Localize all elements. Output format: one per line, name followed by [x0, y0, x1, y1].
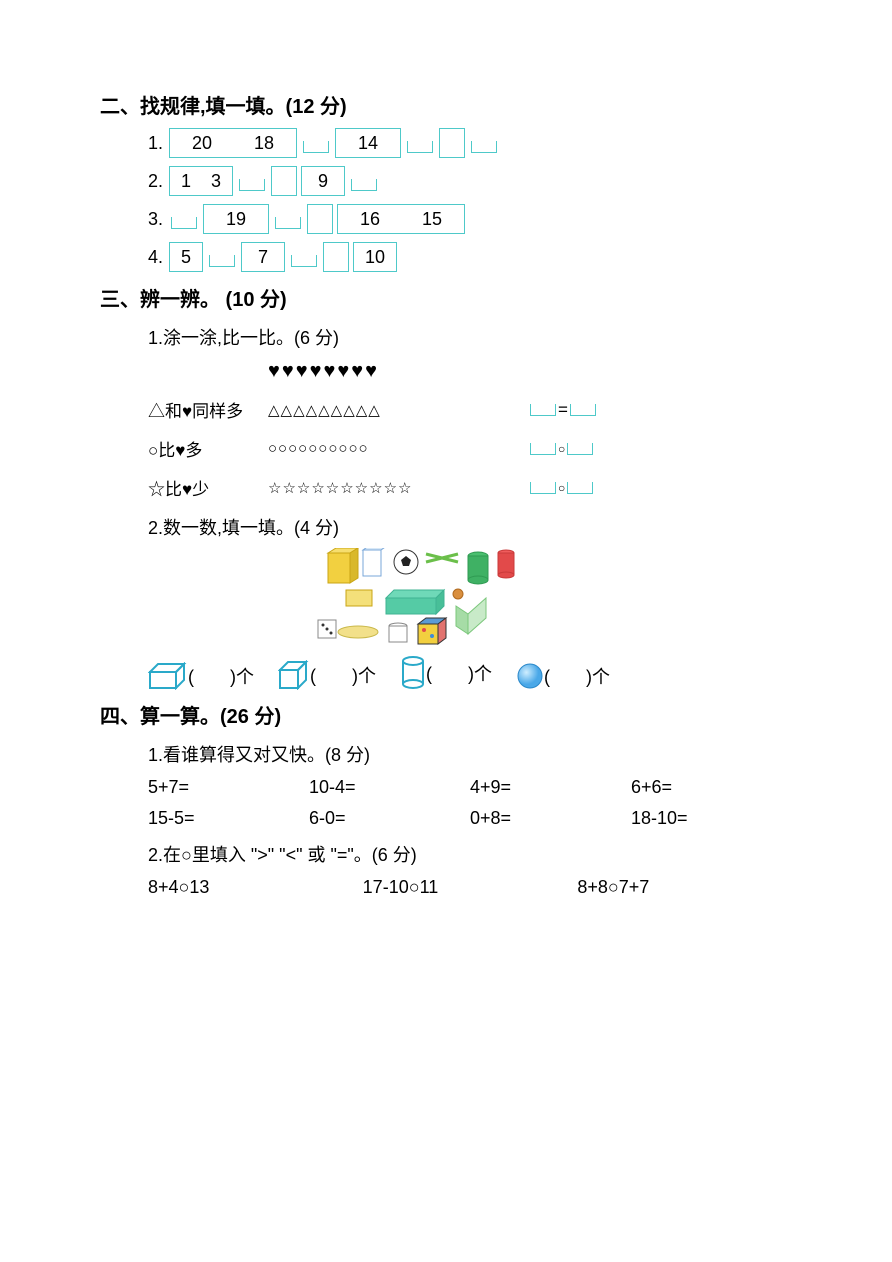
row-a-result: = — [528, 400, 598, 420]
op-circle: ○ — [558, 481, 565, 495]
q3-box2: 16 15 — [337, 204, 465, 234]
shapes-illustration — [308, 548, 568, 648]
blank-input[interactable] — [209, 255, 235, 267]
shape-count-row: ( )个 ( )个 ( )个 — [148, 656, 792, 690]
blank-input[interactable] — [307, 204, 333, 234]
op-circle: ○ — [558, 442, 565, 456]
blank-input[interactable] — [567, 482, 593, 494]
row-c-shapes: ☆☆☆☆☆☆☆☆☆☆ — [268, 479, 488, 497]
compare-row-c: ☆比♥少 ☆☆☆☆☆☆☆☆☆☆ ○ — [148, 475, 792, 500]
blank-input[interactable] — [303, 141, 329, 153]
blank-input[interactable] — [239, 179, 265, 191]
calc-row-3: 8+4○13 17-10○11 8+8○7+7 — [148, 877, 792, 898]
calc: 0+8= — [470, 808, 631, 829]
calc: 15-5= — [148, 808, 309, 829]
row-b-result: ○ — [528, 442, 595, 456]
q2-box1: 1 3 — [169, 166, 233, 196]
section-4-body: 1.看谁算得又对又快。(8 分) 5+7= 10-4= 4+9= 6+6= 15… — [148, 741, 792, 898]
q2-1-row: 1. 20 18 14 — [148, 127, 792, 159]
row-c-label: ☆比♥少 — [148, 475, 268, 500]
row-a-shapes: △△△△△△△△△ — [268, 401, 488, 419]
q4-box3: 10 — [353, 242, 397, 272]
q1-box1: 20 18 — [169, 128, 297, 158]
count-sphere: ( )个 — [516, 662, 610, 690]
q2-label: 2. — [148, 171, 163, 192]
q4-box2: 7 — [241, 242, 285, 272]
q2-box2: 9 — [301, 166, 345, 196]
blank-input[interactable] — [291, 255, 317, 267]
compare-row-b: ○比♥多 ○○○○○○○○○○ ○ — [148, 436, 792, 461]
cuboid-icon — [148, 662, 188, 690]
calc: 6+6= — [631, 777, 792, 798]
q4-label: 4. — [148, 247, 163, 268]
q1-label: 1. — [148, 133, 163, 154]
calc: 6-0= — [309, 808, 470, 829]
page: 二、找规律,填一填。(12 分) 1. 20 18 14 2. 1 3 — [0, 0, 892, 948]
calc: 10-4= — [309, 777, 470, 798]
calc: 8+8○7+7 — [577, 877, 792, 898]
section-2-title: 二、找规律,填一填。(12 分) — [100, 90, 792, 119]
cube-icon — [278, 660, 310, 690]
q3-box1: 19 — [203, 204, 269, 234]
row-b-shapes: ○○○○○○○○○○ — [268, 440, 488, 457]
row-c-result: ○ — [528, 481, 595, 495]
calc-row-2: 15-5= 6-0= 0+8= 18-10= — [148, 808, 792, 829]
section-3-title: 三、辨一辨。 (10 分) — [100, 283, 792, 312]
section-4-title: 四、算一算。(26 分) — [100, 700, 792, 729]
q1-box2: 14 — [335, 128, 401, 158]
cylinder-icon — [400, 656, 426, 690]
blank-input[interactable] — [323, 242, 349, 272]
q2-3-row: 3. 19 16 15 — [148, 203, 792, 235]
q2-4-row: 4. 5 7 10 — [148, 241, 792, 273]
sphere-count: ( )个 — [544, 663, 610, 689]
count-cylinder: ( )个 — [400, 656, 492, 690]
cuboid-count: ( )个 — [188, 663, 254, 689]
blank-input[interactable] — [530, 443, 556, 455]
calc: 8+4○13 — [148, 877, 363, 898]
section-2-body: 1. 20 18 14 2. 1 3 9 — [148, 127, 792, 273]
calc: 18-10= — [631, 808, 792, 829]
calc-row-1: 5+7= 10-4= 4+9= 6+6= — [148, 777, 792, 798]
blank-input[interactable] — [471, 141, 497, 153]
s4-q2-label: 2.在○里填入 ">" "<" 或 "="。(6 分) — [148, 841, 792, 867]
blank-input[interactable] — [271, 166, 297, 196]
blank-input[interactable] — [275, 217, 301, 229]
blank-input[interactable] — [570, 404, 596, 416]
s4-q1-label: 1.看谁算得又对又快。(8 分) — [148, 741, 792, 767]
calc: 5+7= — [148, 777, 309, 798]
blank-input[interactable] — [439, 128, 465, 158]
q3-label: 3. — [148, 209, 163, 230]
blank-input[interactable] — [567, 443, 593, 455]
compare-row-a: △和♥同样多 △△△△△△△△△ = — [148, 397, 792, 422]
sphere-icon — [516, 662, 544, 690]
calc: 4+9= — [470, 777, 631, 798]
cylinder-count: ( )个 — [426, 660, 492, 686]
blank-input[interactable] — [407, 141, 433, 153]
count-cube: ( )个 — [278, 660, 376, 690]
blank-input[interactable] — [171, 217, 197, 229]
s3-q1-label: 1.涂一涂,比一比。(6 分) — [148, 324, 792, 350]
op-equals: = — [558, 400, 568, 420]
row-b-label: ○比♥多 — [148, 436, 268, 461]
section-3-body: 1.涂一涂,比一比。(6 分) ♥♥♥♥♥♥♥♥ △和♥同样多 △△△△△△△△… — [148, 324, 792, 690]
q2-2-row: 2. 1 3 9 — [148, 165, 792, 197]
row-a-label: △和♥同样多 — [148, 397, 268, 422]
q4-box1: 5 — [169, 242, 203, 272]
calc: 17-10○11 — [363, 877, 578, 898]
s3-q2-label: 2.数一数,填一填。(4 分) — [148, 514, 792, 540]
blank-input[interactable] — [530, 404, 556, 416]
cube-count: ( )个 — [310, 662, 376, 688]
hearts-row: ♥♥♥♥♥♥♥♥ — [268, 360, 792, 383]
count-cuboid: ( )个 — [148, 662, 254, 690]
blank-input[interactable] — [530, 482, 556, 494]
blank-input[interactable] — [351, 179, 377, 191]
